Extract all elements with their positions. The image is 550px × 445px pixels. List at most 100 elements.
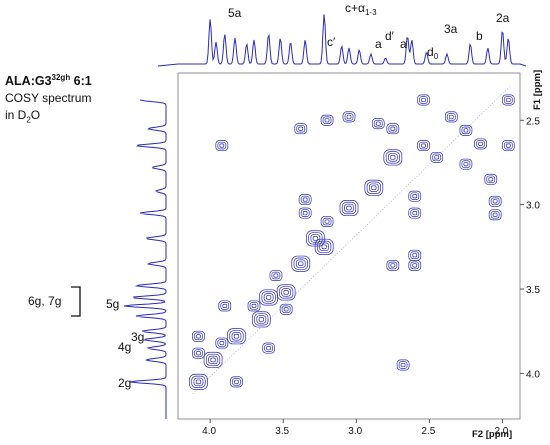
peak-label-c-prime: c′	[327, 35, 336, 49]
cross-peak-contour	[419, 141, 428, 150]
cross-peak-contour	[386, 259, 400, 271]
cross-peak-contour	[261, 291, 276, 304]
peak-label-2a: 2a	[496, 11, 510, 25]
cross-peak-contour	[234, 379, 239, 384]
x-tick-label: 4.0	[202, 426, 216, 437]
peak-label-a2: a	[400, 37, 407, 51]
y-tick-label: 3.5	[526, 285, 540, 296]
cross-peak-contour	[215, 337, 229, 349]
cross-peak-contour	[229, 330, 244, 343]
cross-peak-contour	[375, 121, 381, 126]
cross-peak-contour	[419, 96, 428, 104]
left-1d-projection	[124, 99, 167, 419]
x-axis-ticks: 4.0 3.5 3.0 2.5 2.0	[202, 419, 509, 437]
cross-peak-contour	[293, 257, 308, 270]
cross-peak-contour	[388, 124, 398, 133]
cross-peak-contour	[388, 261, 398, 270]
cross-peak-contour	[430, 151, 444, 163]
peak-label-3a: 3a	[444, 22, 458, 36]
cross-peak-contour	[459, 124, 473, 136]
cross-peak-contour	[444, 111, 458, 123]
cross-peak-contour	[342, 111, 356, 123]
cross-peak-contour	[461, 126, 471, 135]
cross-peak-contour	[417, 140, 430, 152]
cross-peak-contour	[461, 160, 471, 168]
cross-peak-contour	[412, 253, 418, 258]
cross-peak-contour	[448, 114, 454, 119]
cross-peak-contour	[421, 143, 426, 148]
cross-peak-contour	[232, 378, 241, 386]
cross-peak-contour	[412, 263, 418, 268]
cross-peak-contour	[283, 307, 289, 312]
cross-peak-contour	[344, 113, 354, 121]
cross-peak-contour	[410, 251, 420, 260]
x-tick-label: 3.0	[348, 426, 362, 437]
cross-peak-contour	[408, 190, 422, 202]
cross-peak-contour	[488, 177, 494, 182]
x-tick-label: 3.5	[275, 426, 289, 437]
cross-peak-contour	[417, 94, 430, 106]
cross-peak-contour	[390, 126, 396, 131]
cross-peak-contour	[269, 270, 283, 281]
x-tick-label: 2.5	[421, 426, 435, 437]
cross-peak-contour	[196, 334, 201, 339]
cross-peak-contour	[189, 373, 208, 390]
cross-peak-contour	[386, 123, 400, 135]
cross-peak-contour	[251, 303, 257, 308]
y-tick-label: 4.0	[526, 369, 540, 380]
cross-peak-contour	[218, 300, 232, 312]
cross-peak-contour	[505, 97, 511, 103]
peak-label-2g: 2g	[118, 376, 131, 390]
cross-peak-contour	[459, 158, 473, 170]
cross-peak-contour	[488, 209, 502, 221]
cross-peak-contour	[191, 375, 206, 388]
cross-peak-contour	[398, 361, 408, 369]
cross-peak-contour	[195, 379, 202, 385]
plot-frame	[177, 72, 521, 420]
cross-peak-contour	[276, 284, 296, 301]
cross-peak-contour	[300, 195, 310, 204]
cross-peak-contour	[217, 141, 227, 150]
cross-peak-contour	[256, 315, 267, 324]
cross-peak-contour	[322, 217, 332, 226]
cross-peak-contour	[408, 207, 422, 219]
cross-peak-contour	[503, 96, 513, 104]
cross-peak-contour	[486, 175, 496, 184]
cross-peak-contour	[310, 234, 321, 243]
cross-peak-contour	[339, 200, 359, 217]
cross-peak-contour	[503, 141, 513, 150]
cross-peak-contour	[476, 140, 485, 148]
cross-peak-contour	[320, 216, 334, 227]
cross-peak-contour	[396, 359, 410, 371]
cross-peak-contour	[231, 332, 242, 341]
cross-peak-contour	[192, 330, 205, 342]
cross-peak-contour	[302, 197, 308, 202]
cross-peak-contour	[446, 113, 456, 121]
cross-peak-contour	[501, 140, 515, 152]
cross-peak-contour	[233, 334, 240, 339]
cross-peak-contour	[298, 126, 304, 131]
cross-peak-contour	[324, 219, 330, 224]
cross-peak-contour	[412, 211, 418, 216]
cross-peak-contour	[196, 351, 201, 356]
cross-peak-contour	[312, 236, 318, 241]
cross-peak-contour	[217, 339, 227, 347]
cross-peak-contour	[410, 209, 420, 217]
cross-peak-contour	[264, 344, 273, 352]
cross-peak-contour	[259, 289, 278, 306]
cross-peak-contour	[373, 119, 383, 128]
peak-label-3g: 3g	[131, 330, 144, 344]
cross-peak-contour	[400, 362, 406, 368]
cross-peak-contour	[505, 143, 511, 148]
cross-peak-contour	[364, 179, 384, 196]
cross-peak-contour	[205, 353, 221, 367]
cross-peak-contour	[247, 300, 261, 312]
cross-peak-contour	[321, 244, 327, 250]
cross-peak-contour	[295, 259, 306, 268]
cross-peak-contour	[194, 349, 203, 357]
cross-peak-contour	[501, 94, 515, 106]
cross-peak-contour	[410, 192, 420, 200]
cross-peak-contour	[281, 305, 291, 314]
cross-peak-contour	[302, 211, 308, 216]
